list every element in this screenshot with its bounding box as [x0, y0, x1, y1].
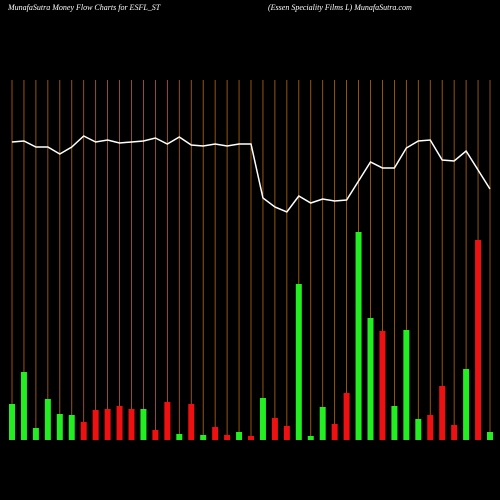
bar — [259, 398, 266, 440]
bar — [248, 436, 254, 440]
bar — [128, 409, 135, 440]
bar — [9, 404, 15, 440]
bar — [451, 425, 458, 440]
bar — [271, 418, 278, 440]
bar — [403, 330, 410, 440]
bar — [152, 430, 159, 440]
bar — [32, 428, 39, 440]
bar — [487, 432, 493, 440]
bar — [307, 436, 314, 440]
bar — [212, 427, 219, 440]
bar — [391, 406, 398, 440]
bar — [379, 331, 386, 440]
bar — [343, 393, 350, 440]
price-line — [11, 135, 491, 213]
bar — [463, 369, 470, 440]
bar — [283, 426, 290, 440]
bar — [20, 372, 27, 440]
bar — [295, 284, 302, 440]
bar — [475, 240, 482, 440]
bar — [68, 415, 75, 440]
bar — [116, 406, 123, 440]
bar — [427, 415, 434, 440]
bar — [104, 409, 111, 440]
bar — [176, 434, 183, 440]
bar — [164, 402, 171, 440]
chart-title: MunafaSutra Money Flow Charts for ESFL_S… — [7, 3, 161, 12]
bar — [92, 410, 99, 440]
bar — [56, 414, 63, 440]
bar — [331, 424, 338, 440]
bar — [415, 419, 422, 440]
bar — [439, 386, 446, 440]
bar — [188, 404, 195, 440]
bar — [200, 435, 207, 440]
bar — [224, 435, 231, 440]
bar — [319, 407, 326, 440]
bar — [140, 409, 147, 440]
bar — [80, 422, 87, 440]
bar — [236, 432, 243, 440]
bar — [367, 318, 374, 440]
bar — [355, 232, 362, 440]
bar — [44, 399, 51, 440]
chart-subtitle: (Essen Speciality Films L) MunafaSutra.c… — [268, 3, 412, 12]
